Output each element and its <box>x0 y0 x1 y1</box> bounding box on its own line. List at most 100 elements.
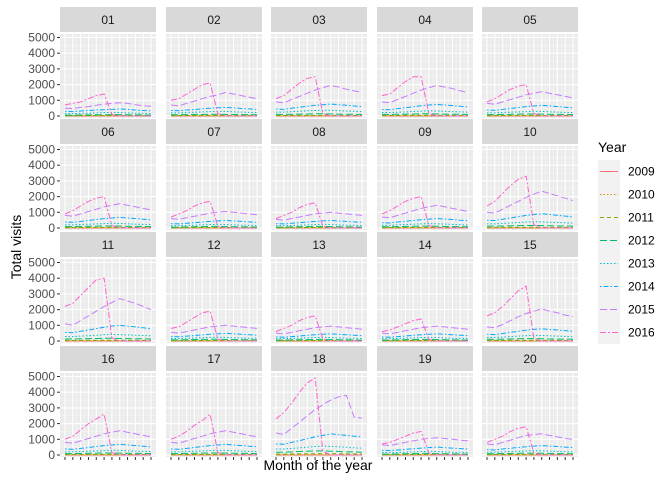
facet-panel-18: 18 <box>271 346 367 460</box>
facet-strip <box>60 119 156 144</box>
y-tick-label: 0 <box>48 109 55 123</box>
facet-strip <box>271 232 367 257</box>
legend-item-2012: 2012 <box>598 229 655 252</box>
legend-item-2010: 2010 <box>598 183 655 206</box>
series-line-2015 <box>170 210 258 220</box>
y-tick-label: 4000 <box>28 158 55 172</box>
series-line-2016 <box>275 202 362 229</box>
facet-strip <box>166 119 262 144</box>
series-line-2014 <box>64 324 152 334</box>
series-line-2015 <box>381 204 469 219</box>
series-line-2011 <box>276 453 363 455</box>
facet-strip-label: 19 <box>418 352 432 366</box>
facet-strip <box>482 346 578 371</box>
legend-item-2011: 2011 <box>598 206 654 229</box>
series-line-2014 <box>381 218 469 224</box>
facet-strip <box>166 7 262 32</box>
y-tick-label: 3000 <box>28 62 55 76</box>
y-tick-label: 1000 <box>28 93 55 107</box>
legend: Year 2009 2010 2011 2012 2013 2014 2015 2016 <box>598 139 655 344</box>
series-line-2014 <box>170 332 258 338</box>
facet-strip-label: 18 <box>312 352 326 366</box>
series-line-2012 <box>65 452 152 455</box>
facet-strip-label: 12 <box>207 238 221 252</box>
facet-panel-08: 08 <box>271 119 367 230</box>
series-line-2012 <box>487 338 574 340</box>
facet-strip <box>482 119 578 144</box>
y-tick-label: 4000 <box>28 385 55 399</box>
facet-panel-02: 02 <box>166 7 262 118</box>
series-line-2012 <box>276 338 363 341</box>
y-tick-label: 0 <box>48 448 55 462</box>
series-line-2015 <box>275 394 363 436</box>
series-line-2014 <box>381 103 469 111</box>
facet-strip-label: 03 <box>312 13 326 27</box>
series-line-2013 <box>487 110 574 114</box>
series-line-2016 <box>381 430 468 456</box>
series-line-2013 <box>487 450 574 453</box>
legend-label: 2011 <box>628 211 654 225</box>
legend-label: 2016 <box>628 326 655 340</box>
y-tick-label: 0 <box>48 221 55 235</box>
facet-panel-13: 13 <box>271 232 367 343</box>
legend-label: 2010 <box>628 188 655 202</box>
series-line-2015 <box>381 84 469 104</box>
legend-label: 2015 <box>628 303 655 317</box>
series-line-2015 <box>170 324 258 334</box>
series-line-2013 <box>171 110 258 114</box>
series-line-2013 <box>276 445 363 450</box>
legend-key-background <box>598 275 620 298</box>
facet-strip-label: 06 <box>101 125 115 139</box>
legend-item-2014: 2014 <box>598 275 655 298</box>
y-axis-title: Total visits <box>8 215 24 280</box>
y-tick-label: 1000 <box>28 205 55 219</box>
series-line-2014 <box>486 328 574 336</box>
series-line-2016 <box>275 315 362 342</box>
legend-label: 2009 <box>628 165 655 179</box>
series-line-2016 <box>64 196 151 229</box>
series-line-2012 <box>487 113 574 116</box>
facet-strip-label: 20 <box>523 352 537 366</box>
facet-strip-label: 14 <box>418 238 432 252</box>
series-line-2012 <box>171 338 258 341</box>
series-line-2013 <box>276 336 363 340</box>
legend-title: Year <box>598 139 627 155</box>
legend-item-2016: 2016 <box>598 321 655 344</box>
y-tick-label: 0 <box>48 334 55 348</box>
facet-strip-label: 10 <box>523 125 537 139</box>
series-line-2013 <box>382 110 469 113</box>
facet-panel-14: 14 <box>377 232 473 343</box>
series-line-2016 <box>170 82 257 117</box>
facet-strip <box>377 119 473 144</box>
series-line-2014 <box>486 104 574 111</box>
y-tick-label: 1000 <box>28 318 55 332</box>
series-line-2013 <box>171 336 258 339</box>
series-line-2014 <box>381 333 469 338</box>
facet-strip-label: 11 <box>102 238 115 252</box>
facet-strip <box>166 232 262 257</box>
series-line-2016 <box>486 426 573 456</box>
series-line-2012 <box>382 113 469 115</box>
y-tick-label: 4000 <box>28 271 55 285</box>
legend-key-background <box>598 183 620 206</box>
series-line-2012 <box>487 452 574 455</box>
series-line-2014 <box>275 219 363 225</box>
y-tick-label: 3000 <box>28 287 55 301</box>
facet-panel-07: 07 <box>166 119 262 230</box>
series-line-2013 <box>487 334 574 338</box>
facet-panel-12: 12 <box>166 232 262 343</box>
series-line-2013 <box>171 223 258 227</box>
series-line-2016 <box>170 310 257 342</box>
facet-panel-19: 19 <box>377 346 473 460</box>
facet-panel-20: 20 <box>482 346 578 460</box>
facet-strip-label: 09 <box>418 125 432 139</box>
series-line-2012 <box>276 225 363 228</box>
legend-key-background <box>598 252 620 275</box>
facet-panel-05: 05 <box>482 7 578 118</box>
series-line-2015 <box>64 298 152 326</box>
series-line-2015 <box>486 433 574 446</box>
